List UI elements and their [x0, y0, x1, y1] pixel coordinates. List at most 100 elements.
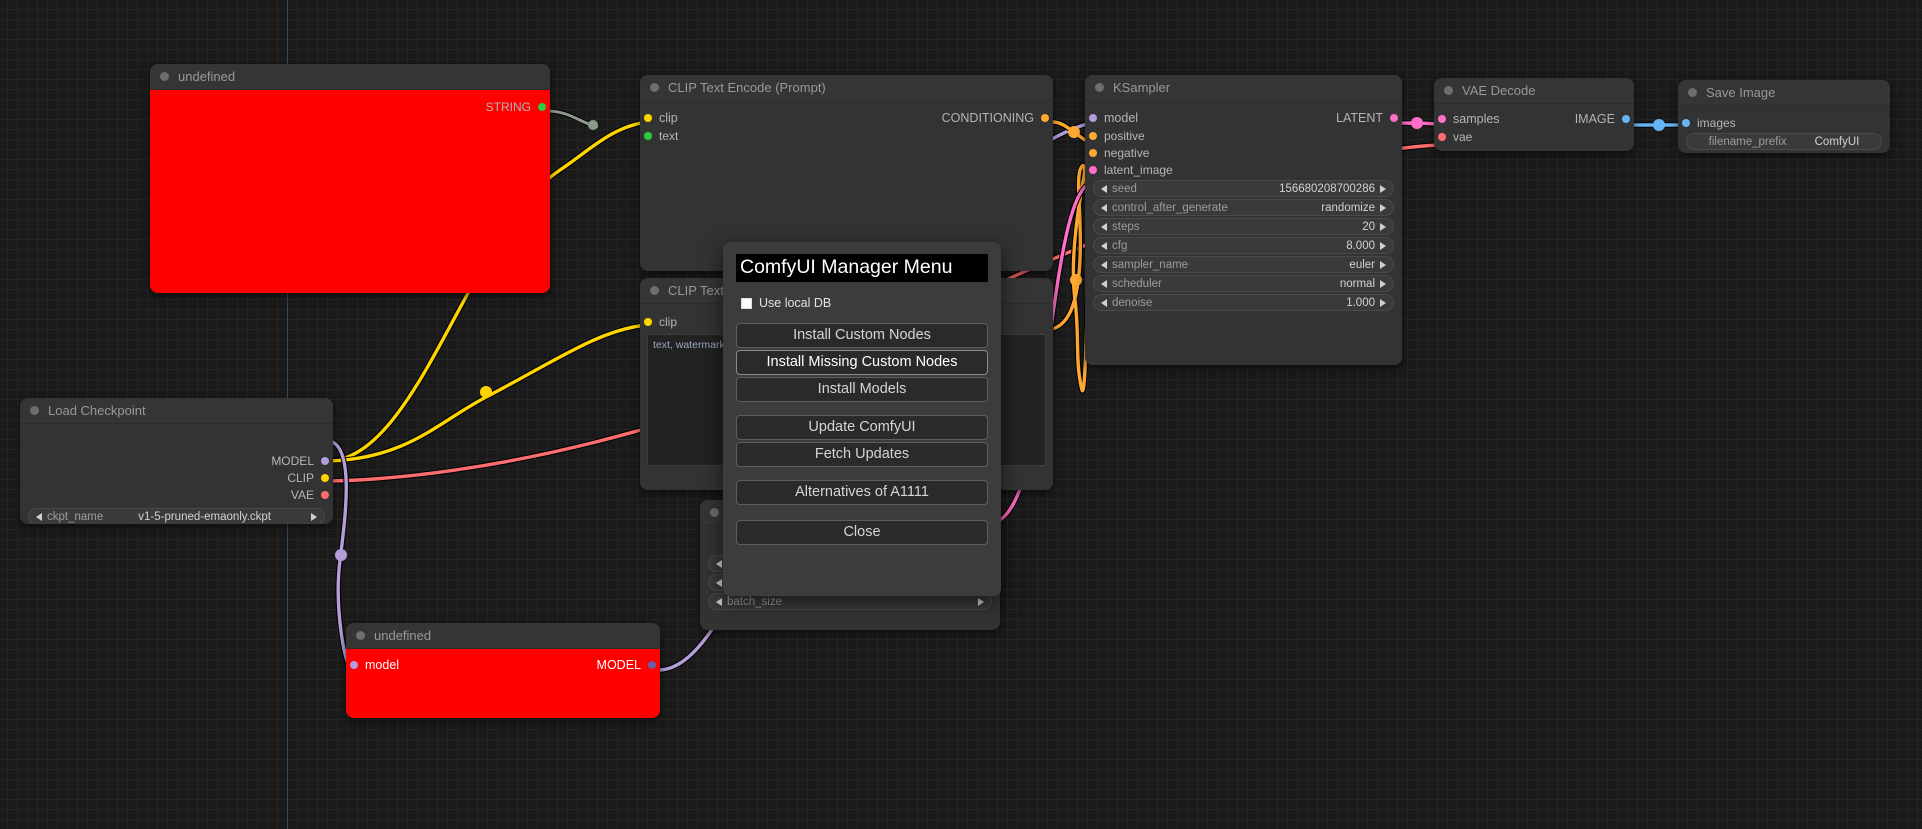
node-clip-text-encode-positive[interactable]: CLIP Text Encode (Prompt) clip CONDITION…: [640, 75, 1053, 271]
output-dot-string[interactable]: [538, 102, 546, 111]
collapse-dot-icon[interactable]: [1444, 86, 1453, 95]
decrement-arrow-icon[interactable]: [1101, 203, 1107, 212]
output-dot-model[interactable]: [321, 456, 329, 465]
input-dot-positive[interactable]: [1089, 131, 1097, 140]
decrement-arrow-icon[interactable]: [716, 559, 722, 568]
node-body: STRING: [150, 90, 550, 293]
update-comfyui-button[interactable]: Update ComfyUI: [736, 415, 988, 440]
decrement-arrow-icon[interactable]: [1101, 260, 1107, 269]
collapse-dot-icon[interactable]: [650, 83, 659, 92]
widget-cfg[interactable]: cfg 8.000: [1093, 237, 1394, 254]
decrement-arrow-icon[interactable]: [1101, 298, 1107, 307]
output-slot-vae[interactable]: VAE: [20, 486, 333, 503]
increment-arrow-icon[interactable]: [978, 597, 984, 606]
node-title-bar[interactable]: undefined: [150, 64, 550, 90]
install-missing-custom-nodes-button[interactable]: Install Missing Custom Nodes: [736, 350, 988, 375]
output-dot-conditioning[interactable]: [1041, 114, 1049, 122]
node-title-bar[interactable]: Load Checkpoint: [20, 398, 333, 424]
collapse-dot-icon[interactable]: [30, 406, 39, 415]
increment-arrow-icon[interactable]: [1380, 184, 1386, 193]
increment-arrow-icon[interactable]: [1380, 298, 1386, 307]
dialog-title: ComfyUI Manager Menu: [736, 254, 988, 282]
decrement-arrow-icon[interactable]: [1101, 279, 1107, 288]
widget-label: cfg: [1112, 239, 1128, 252]
collapse-dot-icon[interactable]: [160, 72, 169, 81]
output-label: STRING: [485, 99, 531, 114]
input-dot-images[interactable]: [1682, 118, 1690, 127]
input-dot-clip[interactable]: [644, 317, 652, 326]
install-models-button[interactable]: Install Models: [736, 377, 988, 402]
output-slot-string[interactable]: STRING: [150, 98, 550, 115]
collapse-dot-icon[interactable]: [1688, 88, 1697, 97]
node-save-image[interactable]: Save Image images filename_prefix ComfyU…: [1678, 80, 1890, 153]
input-slot-clip[interactable]: clip: [640, 313, 1053, 330]
node-vae-decode[interactable]: VAE Decode samples IMAGE vae: [1434, 78, 1634, 151]
increment-arrow-icon[interactable]: [1380, 260, 1386, 269]
input-dot-samples[interactable]: [1438, 115, 1446, 123]
increment-arrow-icon[interactable]: [1380, 279, 1386, 288]
decrement-arrow-icon[interactable]: [1101, 222, 1107, 231]
input-dot-model[interactable]: [1089, 114, 1097, 122]
widget-scheduler[interactable]: scheduler normal: [1093, 275, 1394, 292]
widget-seed[interactable]: seed 156680208700286: [1093, 180, 1394, 197]
input-slot-vae[interactable]: vae: [1434, 128, 1634, 145]
decrement-arrow-icon[interactable]: [1101, 184, 1107, 193]
output-dot-clip[interactable]: [321, 473, 329, 482]
input-slot-positive[interactable]: positive: [1085, 127, 1402, 144]
widget-steps[interactable]: steps 20: [1093, 218, 1394, 235]
use-local-db-row[interactable]: Use local DB: [741, 296, 988, 310]
node-title-bar[interactable]: undefined: [346, 623, 660, 649]
node-title-bar[interactable]: VAE Decode: [1434, 78, 1634, 104]
decrement-arrow-icon[interactable]: [716, 578, 722, 587]
input-dot-model[interactable]: [350, 661, 358, 669]
increment-arrow-icon[interactable]: [1380, 222, 1386, 231]
node-undefined-string[interactable]: undefined STRING: [150, 64, 550, 293]
input-slot-images[interactable]: images: [1678, 114, 1890, 131]
use-local-db-checkbox[interactable]: [741, 297, 752, 309]
fetch-updates-button[interactable]: Fetch Updates: [736, 442, 988, 467]
node-title-bar[interactable]: CLIP Text Encode (Prompt): [640, 75, 1053, 101]
input-dot-text[interactable]: [644, 131, 652, 140]
node-load-checkpoint[interactable]: Load Checkpoint MODEL CLIP VAE ckpt_name…: [20, 398, 333, 524]
widget-denoise[interactable]: denoise 1.000: [1093, 294, 1394, 311]
input-dot-latent-image[interactable]: [1089, 165, 1097, 174]
input-dot-vae[interactable]: [1438, 132, 1446, 141]
decrement-arrow-icon[interactable]: [36, 512, 42, 521]
collapse-dot-icon[interactable]: [356, 631, 365, 640]
output-slot-model[interactable]: MODEL: [20, 452, 333, 469]
decrement-arrow-icon[interactable]: [1101, 241, 1107, 250]
collapse-dot-icon[interactable]: [1095, 83, 1104, 92]
comfyui-manager-menu-dialog[interactable]: ComfyUI Manager Menu Use local DB Instal…: [723, 242, 1001, 596]
slot-row: model LATENT: [1085, 110, 1402, 127]
increment-arrow-icon[interactable]: [1380, 203, 1386, 212]
input-dot-clip[interactable]: [644, 114, 652, 122]
alternatives-of-a1111-button[interactable]: Alternatives of A1111: [736, 480, 988, 505]
widget-sampler-name[interactable]: sampler_name euler: [1093, 256, 1394, 273]
input-slot-latent-image[interactable]: latent_image: [1085, 161, 1402, 178]
input-label-latent-image: latent_image: [1104, 162, 1173, 177]
collapse-dot-icon[interactable]: [710, 508, 719, 517]
collapse-dot-icon[interactable]: [650, 286, 659, 295]
install-custom-nodes-button[interactable]: Install Custom Nodes: [736, 323, 988, 348]
output-dot-vae[interactable]: [321, 490, 329, 499]
node-title-bar[interactable]: KSampler: [1085, 75, 1402, 101]
output-dot-latent[interactable]: [1390, 114, 1398, 122]
increment-arrow-icon[interactable]: [1380, 241, 1386, 250]
node-title-text: VAE Decode: [1462, 83, 1536, 98]
node-undefined-model[interactable]: undefined model MODEL: [346, 623, 660, 718]
widget-ckpt-name[interactable]: ckpt_name v1-5-pruned-emaonly.ckpt: [28, 508, 325, 524]
input-dot-negative[interactable]: [1089, 148, 1097, 157]
output-slot-clip[interactable]: CLIP: [20, 469, 333, 486]
input-slot-text[interactable]: text: [640, 127, 1053, 144]
decrement-arrow-icon[interactable]: [716, 597, 722, 606]
output-dot-image[interactable]: [1622, 115, 1630, 123]
node-title-bar[interactable]: Save Image: [1678, 80, 1890, 106]
widget-control-after-generate[interactable]: control_after_generate randomize: [1093, 199, 1394, 216]
close-button[interactable]: Close: [736, 520, 988, 545]
input-slot-negative[interactable]: negative: [1085, 144, 1402, 161]
widget-value: ComfyUI: [1814, 135, 1860, 148]
node-ksampler[interactable]: KSampler model LATENT positive negative …: [1085, 75, 1402, 365]
increment-arrow-icon[interactable]: [310, 512, 317, 521]
output-dot-model[interactable]: [648, 661, 656, 669]
widget-filename-prefix[interactable]: filename_prefix ComfyUI: [1686, 133, 1882, 150]
